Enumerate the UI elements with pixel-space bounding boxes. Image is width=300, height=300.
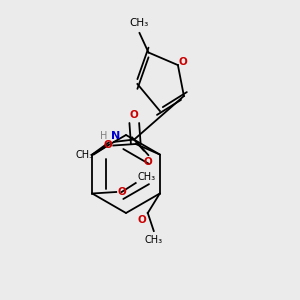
Text: CH₃: CH₃	[75, 149, 93, 160]
Text: N: N	[111, 131, 120, 141]
Text: CH₃: CH₃	[145, 235, 163, 244]
Text: O: O	[143, 157, 152, 166]
Text: O: O	[179, 57, 188, 67]
Text: O: O	[137, 214, 146, 224]
Text: O: O	[130, 110, 139, 120]
Text: CH₃: CH₃	[130, 19, 149, 28]
Text: O: O	[118, 187, 127, 197]
Text: H: H	[100, 131, 107, 141]
Text: CH₃: CH₃	[137, 172, 155, 182]
Text: O: O	[103, 140, 112, 151]
